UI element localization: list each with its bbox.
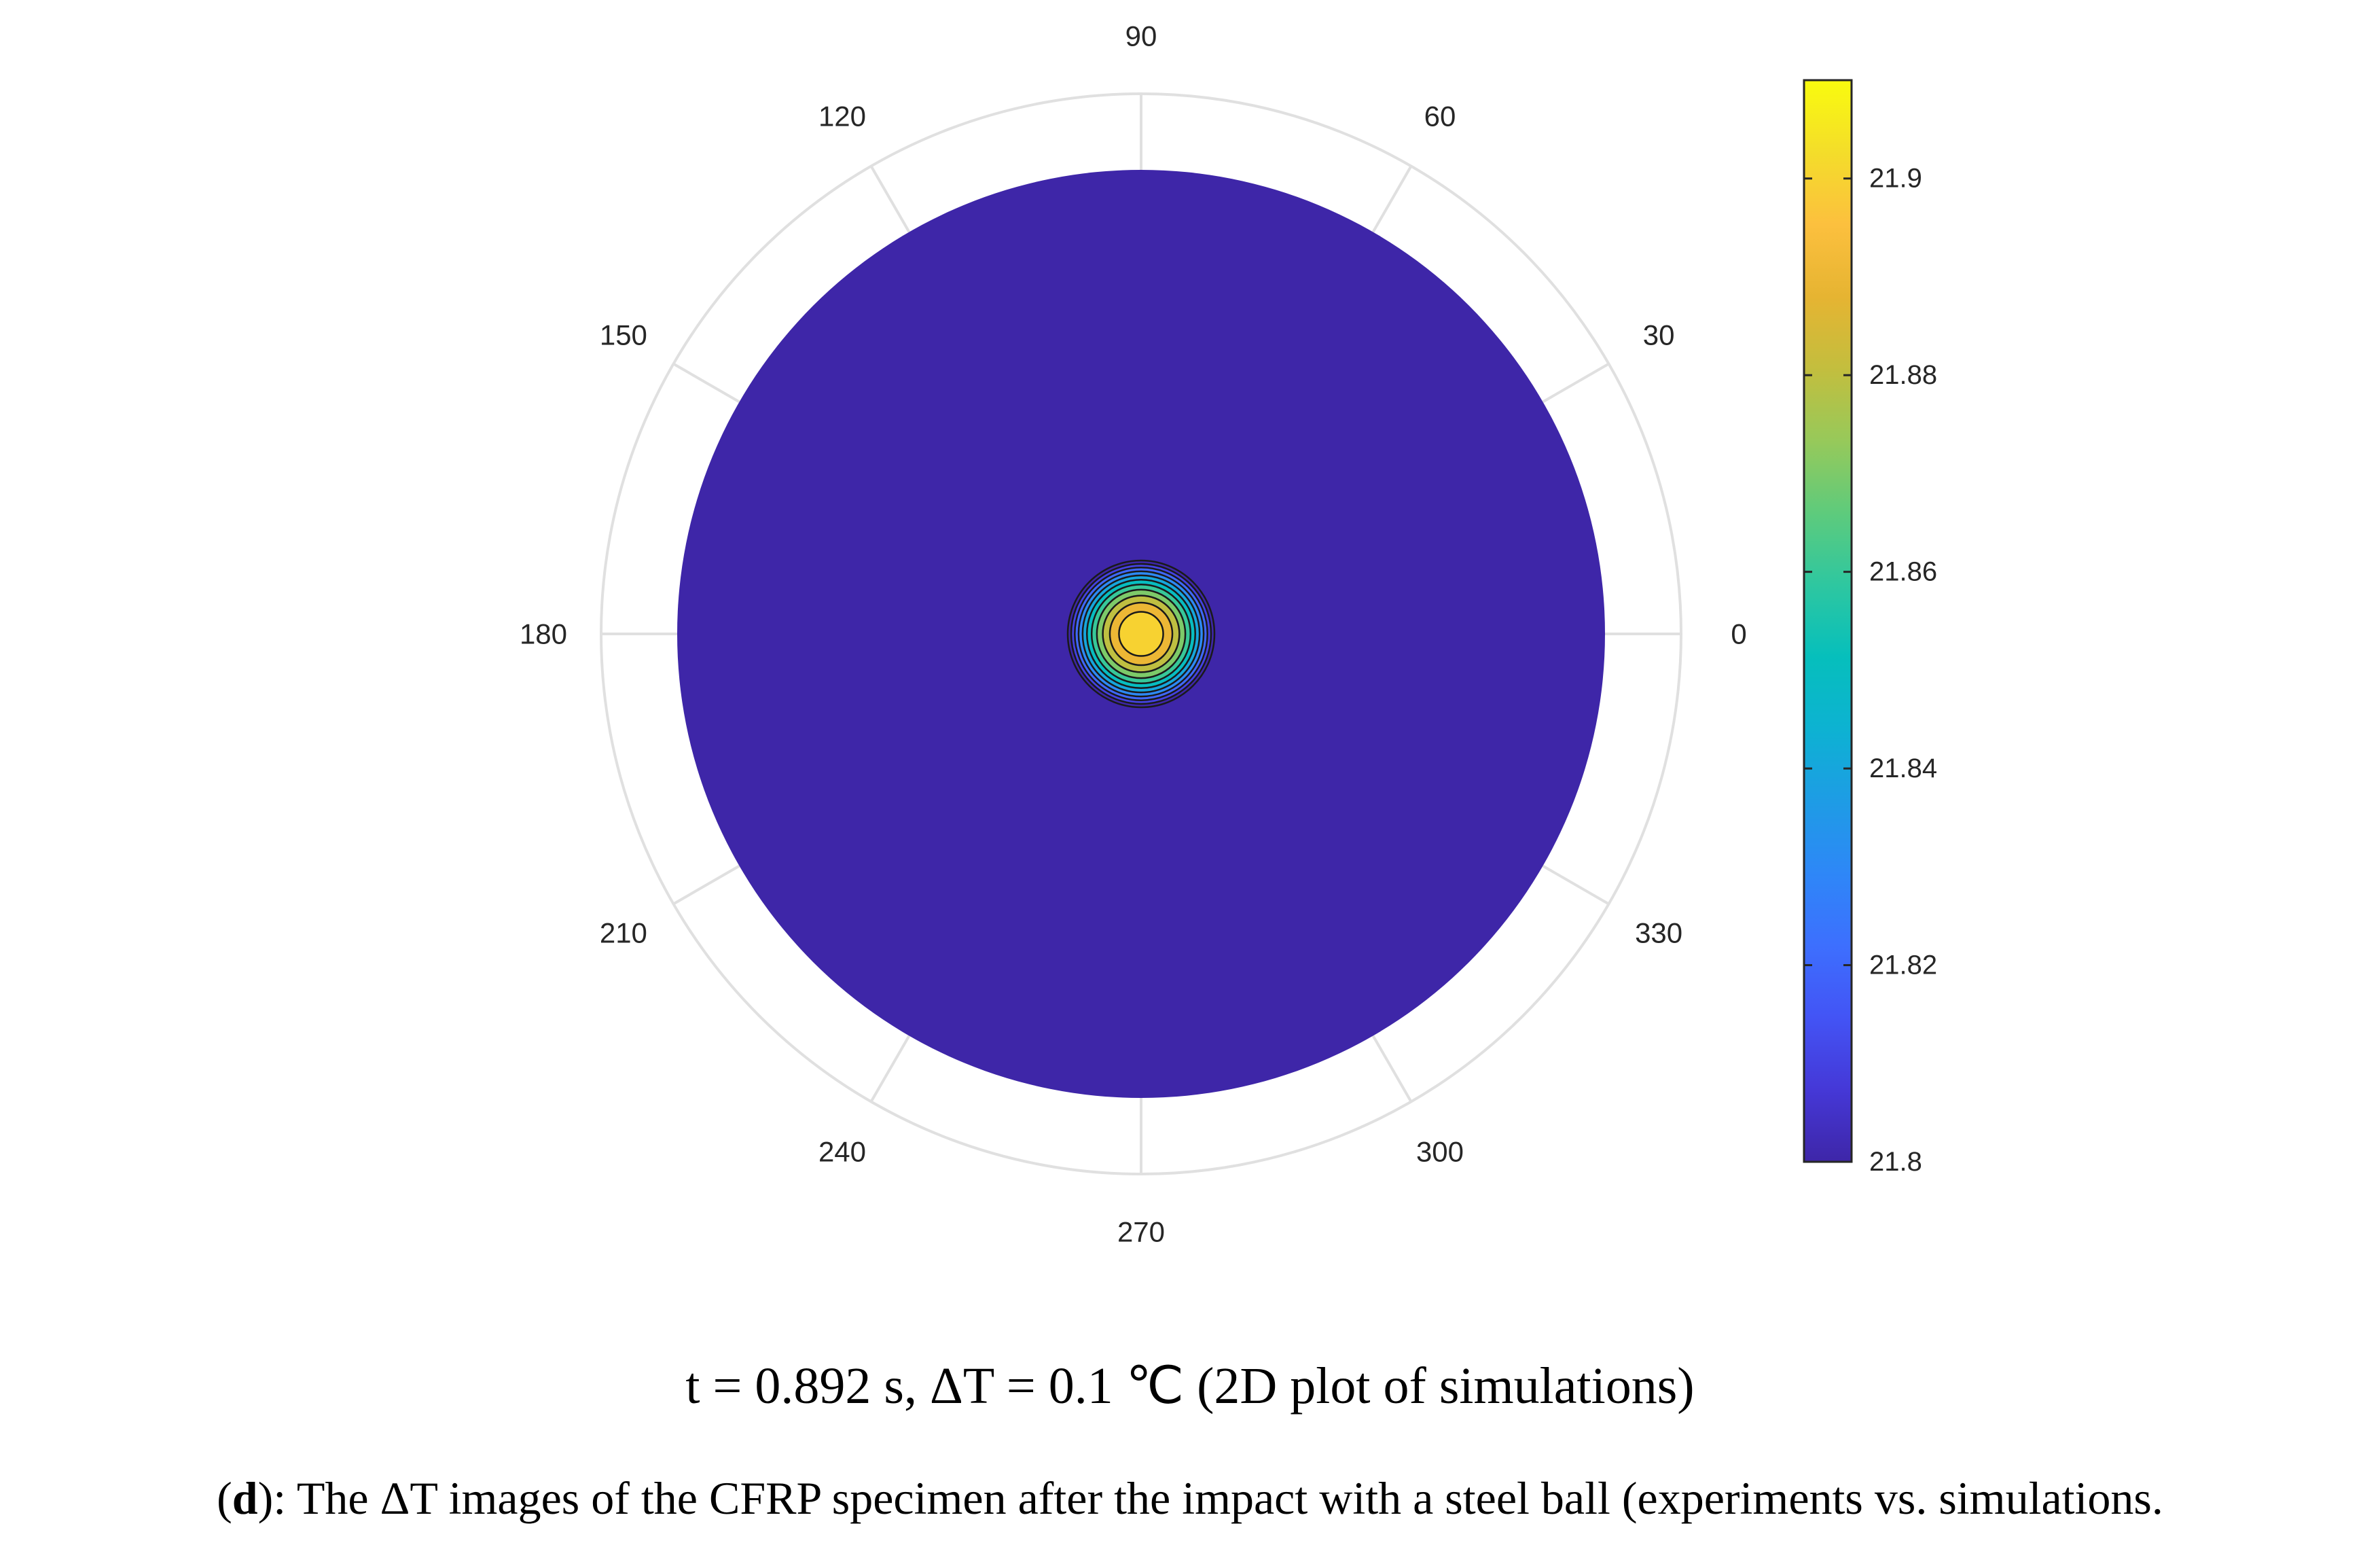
- polar-outer-ring: [600, 92, 1682, 1175]
- angle-label-60: 60: [1424, 100, 1456, 132]
- colorbar-label-21.84: 21.84: [1869, 753, 1937, 783]
- colorbar-gradient: [1804, 80, 1852, 1162]
- grid-spoke-330: [1542, 864, 1610, 906]
- grid-spoke-60: [1371, 165, 1413, 233]
- angle-label-240: 240: [818, 1136, 866, 1168]
- angle-label-120: 120: [818, 100, 866, 132]
- grid-spoke-300: [1371, 1035, 1413, 1103]
- angle-label-90: 90: [1125, 20, 1157, 52]
- angle-label-300: 300: [1416, 1136, 1464, 1168]
- colorbar-frame: [1803, 79, 1853, 1163]
- angle-label-180: 180: [520, 618, 567, 650]
- grid-spoke-120: [869, 165, 911, 233]
- grid-spoke-210: [672, 864, 740, 906]
- angle-label-330: 330: [1635, 917, 1682, 949]
- angle-tick-labels: 0 30 60 90 120 150 180 210 240 270 300 3…: [520, 20, 1747, 1248]
- colorbar-label-21.82: 21.82: [1869, 951, 1937, 980]
- angle-label-0: 0: [1731, 618, 1746, 650]
- angle-label-210: 210: [600, 917, 647, 949]
- colorbar-label-21.88: 21.88: [1869, 360, 1937, 390]
- hotspot-contours: [1066, 559, 1216, 709]
- figure-subtitle: t = 0.892 s, ΔT = 0.1 ℃ (2D plot of simu…: [685, 1357, 1695, 1415]
- angle-label-270: 270: [1117, 1216, 1165, 1248]
- polar-grid-spokes: [601, 94, 1681, 1174]
- colorbar-tick-labels: 21.8 21.82 21.84 21.86 21.88 21.9: [1869, 164, 1937, 1177]
- grid-spoke-150: [672, 362, 740, 404]
- colorbar-label-21.86: 21.86: [1869, 557, 1937, 587]
- colorbar-label-21.8: 21.8: [1869, 1147, 1922, 1177]
- colorbar: 21.8 21.82 21.84 21.86 21.88 21.9: [1803, 79, 1937, 1177]
- angle-label-150: 150: [600, 319, 647, 351]
- grid-spoke-30: [1542, 362, 1610, 404]
- caption-text: ): The ΔT images of the CFRP specimen af…: [257, 1472, 2163, 1524]
- polar-axes: 0 30 60 90 120 150 180 210 240 270 300 3…: [520, 20, 1747, 1248]
- colorbar-label-21.9: 21.9: [1869, 164, 1922, 194]
- contour-level-21.9: [1118, 611, 1164, 657]
- caption-panel-letter: d: [232, 1472, 258, 1524]
- colorbar-ticks: [1804, 177, 1852, 1163]
- figure-caption: (d): The ΔT images of the CFRP specimen …: [217, 1472, 2163, 1524]
- angle-label-30: 30: [1643, 319, 1675, 351]
- grid-spoke-240: [869, 1035, 911, 1103]
